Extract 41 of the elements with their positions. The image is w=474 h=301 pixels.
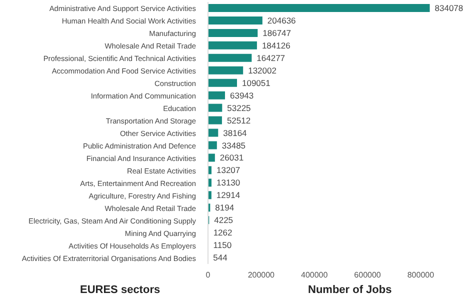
data-label: 184126 — [262, 40, 291, 50]
bar — [208, 128, 218, 137]
bar — [208, 4, 430, 12]
x-axis-title: Number of Jobs — [308, 284, 392, 296]
bar — [208, 54, 252, 62]
data-label: 8194 — [215, 202, 234, 213]
data-label: 38164 — [223, 128, 248, 138]
data-label: 33485 — [222, 140, 246, 150]
data-label: 164277 — [256, 52, 286, 63]
x-tick-label: 800000 — [407, 270, 435, 280]
data-label: 13207 — [216, 165, 240, 176]
data-label: 1262 — [213, 228, 233, 238]
bar — [208, 141, 217, 150]
bar — [208, 116, 222, 124]
bar — [208, 154, 215, 162]
bar — [208, 78, 237, 87]
x-tick-label: 600000 — [354, 270, 382, 280]
data-label: 12914 — [216, 190, 240, 200]
data-label: 63943 — [230, 90, 254, 100]
data-label: 1150 — [213, 240, 232, 250]
bar — [208, 91, 225, 100]
bar — [208, 16, 262, 24]
bar — [208, 66, 244, 74]
x-tick-label: 400000 — [301, 270, 328, 280]
data-label: 834078 — [434, 3, 464, 14]
data-label: 13130 — [216, 178, 240, 188]
data-label: 109051 — [242, 78, 271, 88]
data-label: 52512 — [226, 115, 251, 126]
y-axis-title: EURES sectors — [80, 284, 160, 296]
bar — [208, 41, 257, 50]
bar — [208, 28, 258, 37]
bar — [208, 104, 222, 112]
data-label: 204636 — [267, 15, 296, 26]
data-label: 4225 — [214, 215, 234, 226]
data-label: 26031 — [220, 152, 244, 163]
data-label: 132002 — [248, 65, 277, 76]
data-label: 53225 — [227, 102, 252, 113]
data-label: 544 — [213, 252, 228, 263]
x-tick-label: 200000 — [248, 270, 276, 280]
data-label: 186747 — [262, 28, 292, 38]
x-tick-label: 0 — [206, 270, 211, 280]
